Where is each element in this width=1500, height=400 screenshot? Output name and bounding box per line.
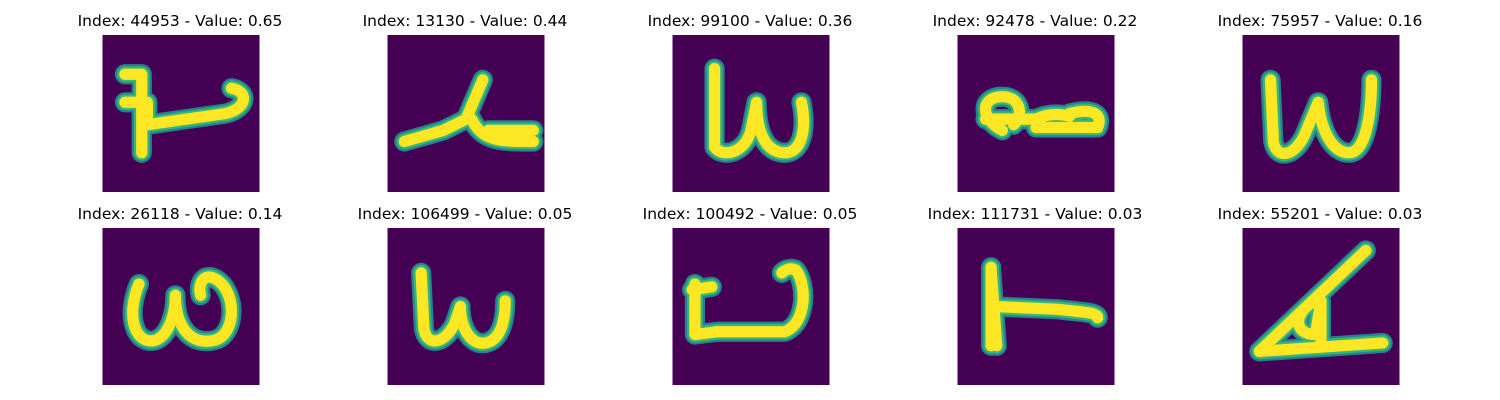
panel: Index: 75957 - Value: 0.16 — [1170, 0, 1470, 192]
panel-title: Index: 111731 - Value: 0.03 — [927, 205, 1143, 223]
panel-title: Index: 92478 - Value: 0.22 — [932, 12, 1138, 30]
panel: Index: 13130 - Value: 0.44 — [315, 0, 615, 192]
digit-image — [957, 228, 1115, 385]
glyph-13130 — [387, 35, 545, 192]
panel: Index: 26118 - Value: 0.14 — [30, 193, 330, 385]
panel: Index: 100492 - Value: 0.05 — [600, 193, 900, 385]
glyph-100492 — [672, 228, 830, 385]
glyph-44953 — [102, 35, 260, 192]
panel-title: Index: 44953 - Value: 0.65 — [77, 12, 283, 30]
glyph-111731 — [957, 228, 1115, 385]
glyph-stroke — [127, 271, 238, 347]
glyph-55201 — [1242, 228, 1400, 385]
glyph-stroke — [398, 74, 539, 148]
glyph-75957 — [1242, 35, 1400, 192]
digit-image — [102, 35, 260, 192]
digit-image — [1242, 35, 1400, 192]
panel: Index: 92478 - Value: 0.22 — [885, 0, 1185, 192]
digit-image — [387, 35, 545, 192]
glyph-106499 — [387, 228, 545, 385]
panel: Index: 44953 - Value: 0.65 — [30, 0, 330, 192]
digit-image — [672, 35, 830, 192]
digit-image — [102, 228, 260, 385]
glyph-stroke — [979, 91, 1105, 136]
glyph-99100 — [672, 35, 830, 192]
panel: Index: 111731 - Value: 0.03 — [885, 193, 1185, 385]
glyph-stroke — [686, 263, 809, 341]
glyph-stroke — [119, 68, 249, 159]
panel-title: Index: 100492 - Value: 0.05 — [642, 205, 858, 223]
panel: Index: 55201 - Value: 0.03 — [1170, 193, 1470, 385]
glyph-stroke — [415, 267, 511, 349]
digit-image — [1242, 228, 1400, 385]
glyph-stroke — [985, 261, 1104, 352]
glyph-stroke — [708, 63, 810, 159]
panel-title: Index: 106499 - Value: 0.05 — [357, 205, 573, 223]
glyph-stroke — [1264, 74, 1378, 160]
panel: Index: 106499 - Value: 0.05 — [315, 193, 615, 385]
glyph-92478 — [957, 35, 1115, 192]
panel: Index: 99100 - Value: 0.36 — [600, 0, 900, 192]
digit-image — [672, 228, 830, 385]
panel-title: Index: 55201 - Value: 0.03 — [1217, 205, 1423, 223]
glyph-26118 — [102, 228, 260, 385]
glyph-stroke — [1253, 244, 1389, 357]
digit-image — [957, 35, 1115, 192]
panel-title: Index: 99100 - Value: 0.36 — [647, 12, 853, 30]
panel-title: Index: 26118 - Value: 0.14 — [77, 205, 283, 223]
panel-title: Index: 75957 - Value: 0.16 — [1217, 12, 1423, 30]
digit-image — [387, 228, 545, 385]
panel-title: Index: 13130 - Value: 0.44 — [362, 12, 568, 30]
